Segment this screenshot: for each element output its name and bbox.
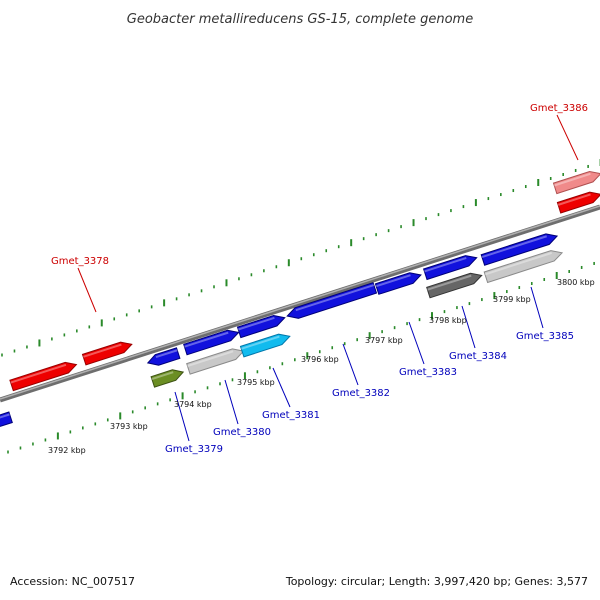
scale-label-3800: 3800 kbp <box>557 278 595 287</box>
gene-gmet-3384b[interactable] <box>426 272 483 299</box>
leader-gmet-3386 <box>556 114 579 161</box>
map-title: Geobacter metallireducens GS-15, complet… <box>127 12 473 27</box>
gene-gmet-3386a[interactable] <box>552 170 600 195</box>
gene-gmet-3384a[interactable] <box>422 255 478 281</box>
scale-label-3798: 3798 kbp <box>429 316 467 325</box>
gene-gmet-3385b-highlight <box>484 252 552 276</box>
gene-label-gmet-3385[interactable]: Gmet_3385 <box>516 331 574 342</box>
gene-gmet-3378a-highlight <box>10 363 67 384</box>
gene-gmet-3378b-highlight <box>82 343 122 358</box>
gene-gmet-3379a-highlight <box>155 349 178 359</box>
gene-gmet-3382-highlight <box>295 284 375 312</box>
scale-ticks <box>1 158 600 454</box>
gene-gmet-3379b-highlight <box>151 371 174 380</box>
scale-label-3797: 3797 kbp <box>365 336 403 345</box>
scale-label-3793: 3793 kbp <box>110 422 148 431</box>
gene-gmet-3383[interactable] <box>374 272 422 295</box>
gene-gmet-3380b-highlight <box>187 350 234 367</box>
gene-label-gmet-3378[interactable]: Gmet_3378 <box>51 256 109 267</box>
gene-gmet-3385a[interactable] <box>480 233 559 266</box>
leader-gmet-3378 <box>77 267 97 313</box>
gene-label-gmet-3380[interactable]: Gmet_3380 <box>213 427 271 438</box>
leader-gmet-3384 <box>461 305 476 349</box>
gene-label-gmet-3381[interactable]: Gmet_3381 <box>262 410 320 421</box>
genome-stats-text: Topology: circular; Length: 3,997,420 bp… <box>285 575 588 588</box>
label-leaders <box>77 114 579 442</box>
gene-gmet-3381a-highlight <box>237 316 275 331</box>
gene-left-edge-highlight <box>0 413 10 419</box>
gene-label-gmet-3384[interactable]: Gmet_3384 <box>449 351 507 362</box>
accession-text: Accession: NC_007517 <box>10 575 136 588</box>
gene-gmet-3380a-highlight <box>184 331 229 348</box>
genome-backbone <box>0 204 600 403</box>
gene-gmet-3380b[interactable] <box>186 348 245 375</box>
gene-gmet-3380a[interactable] <box>183 329 240 356</box>
gene-gmet-3386b[interactable] <box>556 191 600 214</box>
gene-gmet-3386a-highlight <box>553 172 591 187</box>
leader-gmet-3381 <box>272 367 291 408</box>
leader-gmet-3382 <box>342 343 359 386</box>
leader-gmet-3385 <box>530 286 544 329</box>
gene-label-gmet-3379[interactable]: Gmet_3379 <box>165 444 223 455</box>
gene-gmet-3379a[interactable] <box>146 347 181 366</box>
scale-label-3792: 3792 kbp <box>48 446 86 455</box>
gene-label-gmet-3382[interactable]: Gmet_3382 <box>332 388 390 399</box>
scale-label-3796: 3796 kbp <box>301 355 339 364</box>
gene-label-gmet-3386[interactable]: Gmet_3386 <box>530 103 588 114</box>
gene-gmet-3381b[interactable] <box>239 333 291 358</box>
gene-gmet-3385b[interactable] <box>483 250 564 284</box>
gene-gmet-3379b[interactable] <box>150 369 185 388</box>
gene-left-edge[interactable] <box>0 411 13 427</box>
gene-gmet-3385a-highlight <box>481 235 547 259</box>
gene-gmet-3378a[interactable] <box>9 361 78 392</box>
scale-label-3799: 3799 kbp <box>493 295 531 304</box>
scale-label-3795: 3795 kbp <box>237 378 275 387</box>
gene-label-gmet-3383[interactable]: Gmet_3383 <box>399 367 457 378</box>
gene-gmet-3383-highlight <box>375 274 411 288</box>
leader-gmet-3383 <box>408 321 425 365</box>
leader-gmet-3380 <box>224 379 239 425</box>
gene-gmet-3384a-highlight <box>424 256 467 273</box>
gene-gmet-3386b-highlight <box>557 193 591 206</box>
gene-features <box>0 170 600 427</box>
gene-gmet-3384b-highlight <box>427 274 472 291</box>
gene-gmet-3378b[interactable] <box>81 341 133 366</box>
scale-label-3794: 3794 kbp <box>174 400 212 409</box>
gene-gmet-3381b-highlight <box>240 335 280 350</box>
gene-gmet-3381a[interactable] <box>236 314 286 339</box>
gene-gmet-3382[interactable] <box>286 282 378 319</box>
leader-gmet-3379 <box>174 391 190 442</box>
